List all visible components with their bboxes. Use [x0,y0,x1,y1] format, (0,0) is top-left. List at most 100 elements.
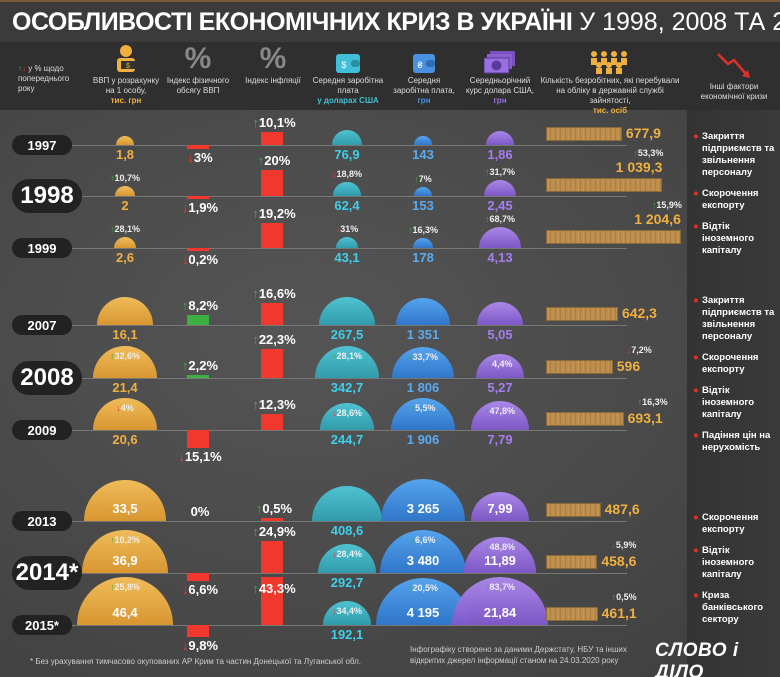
wage-usd-value: 43,1 [334,250,359,265]
unemployment-bar [546,555,598,569]
rate-change: ↑68,7% [485,214,515,224]
wage-usd-semicircle [312,486,382,521]
arrow-up-icon: ↑ [484,214,490,225]
inflation-value: ↑16,6% [252,286,295,301]
rate-value-text: 11,89 [484,553,516,568]
wage-uah-change-text: 6,6% [414,534,436,545]
wage-usd-change: ↓28,4% [332,549,362,559]
alert-bullet-icon: ● [693,188,699,199]
row-baseline [72,145,627,146]
col-label: Інші фактори економічної кризи [700,82,768,101]
phys-volume-value: ↓0,2% [182,252,218,267]
gdp-change: ↑10,2% [110,535,140,545]
phys-volume-value: ↓9,8% [182,638,218,653]
wage-usd-value-text: 292,7 [330,575,364,590]
rate-change: ↑31,7% [485,167,515,177]
rate-value-text: 7,79 [487,432,513,447]
inflation-value-text: 22,3% [258,332,296,347]
rate-value-text: 1,86 [487,147,513,162]
col-header-rate: Середньорічний курс долара США, грн [462,42,538,106]
inflation-bar [261,131,283,145]
crisis-factor: ● Криза банківського сектору [693,590,780,626]
inflation-value-text: 10,1% [258,114,296,130]
gdp-value-text: 33,5 [112,501,138,516]
arrow-down-icon: ↓ [116,403,121,414]
rate-semicircle [483,179,517,196]
wage-usd-value-text: 267,5 [330,327,364,342]
arrow-up-icon: ↑ [255,501,263,516]
arrow-down-icon: ↓ [178,449,185,465]
phys-volume-value-text: 3% [193,149,213,165]
wage-usd-change-text: 18,8% [336,169,363,180]
arrow-up-icon: ↑ [252,523,259,539]
wage-usd-semicircle [318,296,376,325]
unemployment-change: ↑53,3% [633,148,663,158]
inflation-value-text: 19,2% [258,206,296,222]
col-label: Середньорічний курс долара США, [465,76,535,95]
phys-volume-value: 0% [191,504,210,519]
arrow-down-icon: ↓ [181,252,189,267]
phys-volume-value: ↓15,1% [178,449,221,464]
unemployment-value: 1 039,3 [615,159,663,175]
wage-uah-semicircle [413,238,433,248]
crisis-factor: ● Відтік іноземного капіталу [693,545,780,581]
arrow-up-icon: ↑ [407,582,413,593]
row-baseline [72,196,627,197]
gdp-change-text: 28,1% [114,223,141,234]
factors-panel [687,110,780,677]
gdp-value: 1,8 [116,147,134,162]
alert-bullet-icon: ● [693,512,699,523]
wage-usd-change: ↓34,4% [332,606,362,616]
alert-bullet-icon: ● [693,221,699,232]
wage-uah-change: ↑7% [414,174,432,184]
arrow-down-icon: ↓ [181,200,189,215]
arrow-up-icon: ↑ [18,64,22,73]
wage-usd-semicircle [331,129,363,145]
phys-volume-value: ↓1,9% [182,200,218,215]
row-baseline [72,521,627,522]
arrow-down-icon: ↓ [331,408,337,419]
wage-uah-change-text: 5,5% [414,403,436,414]
wallet-dollar-icon: $ [312,42,384,74]
col-header-unemployment: Кількість безробітних, які перебували на… [540,42,680,116]
inflation-value: ↑22,3% [252,332,295,347]
arrow-up-icon: ↑ [651,200,657,210]
rate-value: 5,05 [487,327,512,342]
alert-bullet-icon: ● [693,131,699,142]
row-baseline [72,573,627,574]
unemployment-value: 642,3 [621,305,657,321]
wage-usd-value: 192,1 [331,627,364,642]
title-subtitle: У 1998, 2008 ТА 2014 рр. [579,7,780,36]
unemployment-bar [546,360,613,374]
row-baseline [72,430,627,431]
source-note: Інфографіку створено за даними Держстату… [410,645,627,665]
rate-semicircle [476,354,524,378]
rate-value: 11,89 [484,553,516,568]
logo-text: СЛОВО і ДІЛО [655,640,739,677]
gdp-semicircle [96,296,154,325]
gdp-value-text: 20,6 [112,432,138,447]
unemployment-value: 1 204,6 [634,211,681,227]
crisis-factor-text: Падіння цін на нерухомість [702,430,771,453]
unemployment-change-text: 5,9% [615,540,637,550]
legend-text: у % щодо попереднього року [18,64,70,93]
wage-usd-value-text: 43,1 [334,250,360,265]
phys-volume-bar [187,196,209,199]
phys-volume-value-text: 2,2% [188,358,219,373]
arrow-down-icon: ↓ [331,169,337,180]
svg-text:$: $ [126,63,130,70]
arrow-down-icon: ↓ [187,149,194,165]
unemployment-bar [546,607,598,621]
phys-volume-value-text: 6,6% [188,581,219,597]
row-baseline [72,325,627,326]
crisis-factor-text: Відтік іноземного капіталу [702,221,755,256]
inflation-value: ↑10,1% [252,115,295,130]
rate-change-text: 83,7% [489,581,516,592]
wage-uah-value-text: 143 [412,147,434,162]
crisis-factor: ● Закриття підприємств та звільнення перс… [693,295,780,343]
arrow-up-icon: ↑ [252,114,259,130]
row-baseline [72,378,627,379]
inflation-bar [261,349,283,378]
wage-uah-value-text: 4 195 [406,605,440,620]
col-header-wage-uah: ₴ Середня заробітна плата, грн [392,42,456,106]
